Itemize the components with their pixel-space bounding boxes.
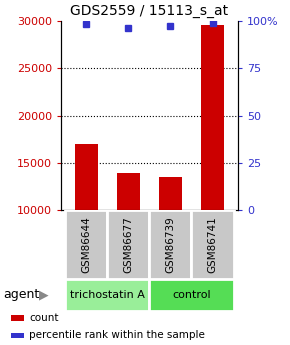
Text: control: control [172, 290, 211, 300]
Bar [191, 210, 233, 279]
Text: count: count [29, 313, 59, 323]
Text: GSM86677: GSM86677 [123, 217, 133, 273]
Text: GSM86739: GSM86739 [165, 217, 175, 273]
Bar [11, 315, 24, 321]
Bar [75, 144, 98, 210]
Bar [65, 210, 107, 279]
Text: GSM86741: GSM86741 [208, 217, 218, 273]
Bar [159, 177, 182, 210]
Bar [11, 333, 24, 338]
Text: ▶: ▶ [39, 288, 48, 302]
Bar [201, 26, 224, 210]
Text: trichostatin A: trichostatin A [70, 290, 145, 300]
Bar [117, 172, 140, 210]
Text: percentile rank within the sample: percentile rank within the sample [29, 330, 205, 340]
Text: agent: agent [3, 288, 39, 302]
Title: GDS2559 / 15113_s_at: GDS2559 / 15113_s_at [70, 4, 229, 18]
Bar [149, 279, 233, 311]
Text: GSM86644: GSM86644 [81, 217, 91, 273]
Bar [149, 210, 191, 279]
Bar [65, 279, 149, 311]
Bar [107, 210, 149, 279]
